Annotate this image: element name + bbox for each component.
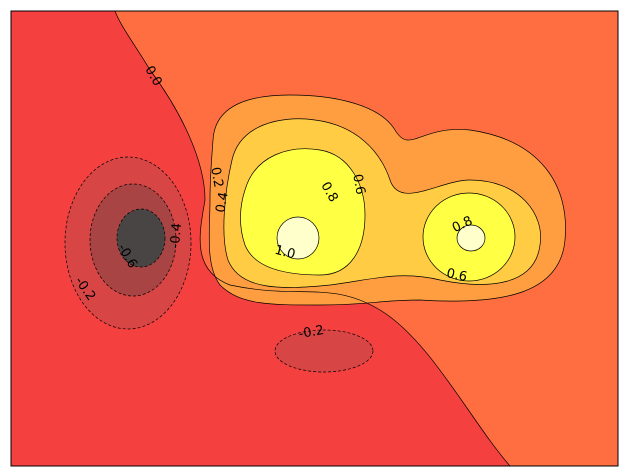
- band-neg04-neg02-bottom: [275, 330, 373, 372]
- contour-labels: 0.0 0.2 0.4 0.6 0.8 1.0 0.8 0.6 -0.2 -0.…: [71, 64, 475, 343]
- plot-frame: [10, 10, 619, 467]
- contour-line-0.8-left: [276, 216, 320, 260]
- contour-line-neg0.6: [116, 208, 166, 268]
- contour-line-neg0.2-bottom: [274, 329, 374, 373]
- contour-label-neg0.2-bottom: -0.2: [298, 323, 326, 342]
- band-08-right-inner: [457, 225, 485, 251]
- contour-line-0.8-right: [456, 224, 486, 252]
- contour-line-neg0.4: [89, 183, 177, 297]
- contour-label-0.2: 0.2: [207, 166, 225, 189]
- contour-line-0.0: [114, 11, 511, 466]
- contour-label-0.4: 0.4: [213, 191, 231, 214]
- band-06-08-left: [240, 148, 365, 275]
- contour-label-0.6-right: 0.6: [445, 266, 468, 285]
- contour-line-0.4: [223, 118, 541, 288]
- contour-line-0.6-left: [240, 148, 366, 276]
- contour-line-neg0.2-left: [64, 156, 192, 330]
- contour-label-neg0.4: -0.4: [168, 222, 185, 249]
- contour-line-0.6-right: [422, 192, 516, 282]
- contour-lines: [64, 11, 566, 466]
- band-08-10-left: [277, 217, 319, 259]
- plot-area: 0.0 0.2 0.4 0.6 0.8 1.0 0.8 0.6 -0.2 -0.…: [11, 11, 618, 466]
- band-neg08-neg06: [117, 209, 165, 267]
- contour-label-1.0: 1.0: [273, 243, 297, 263]
- contour-label-0.6-top: 0.6: [349, 173, 367, 196]
- contour-line-0.2: [208, 94, 566, 306]
